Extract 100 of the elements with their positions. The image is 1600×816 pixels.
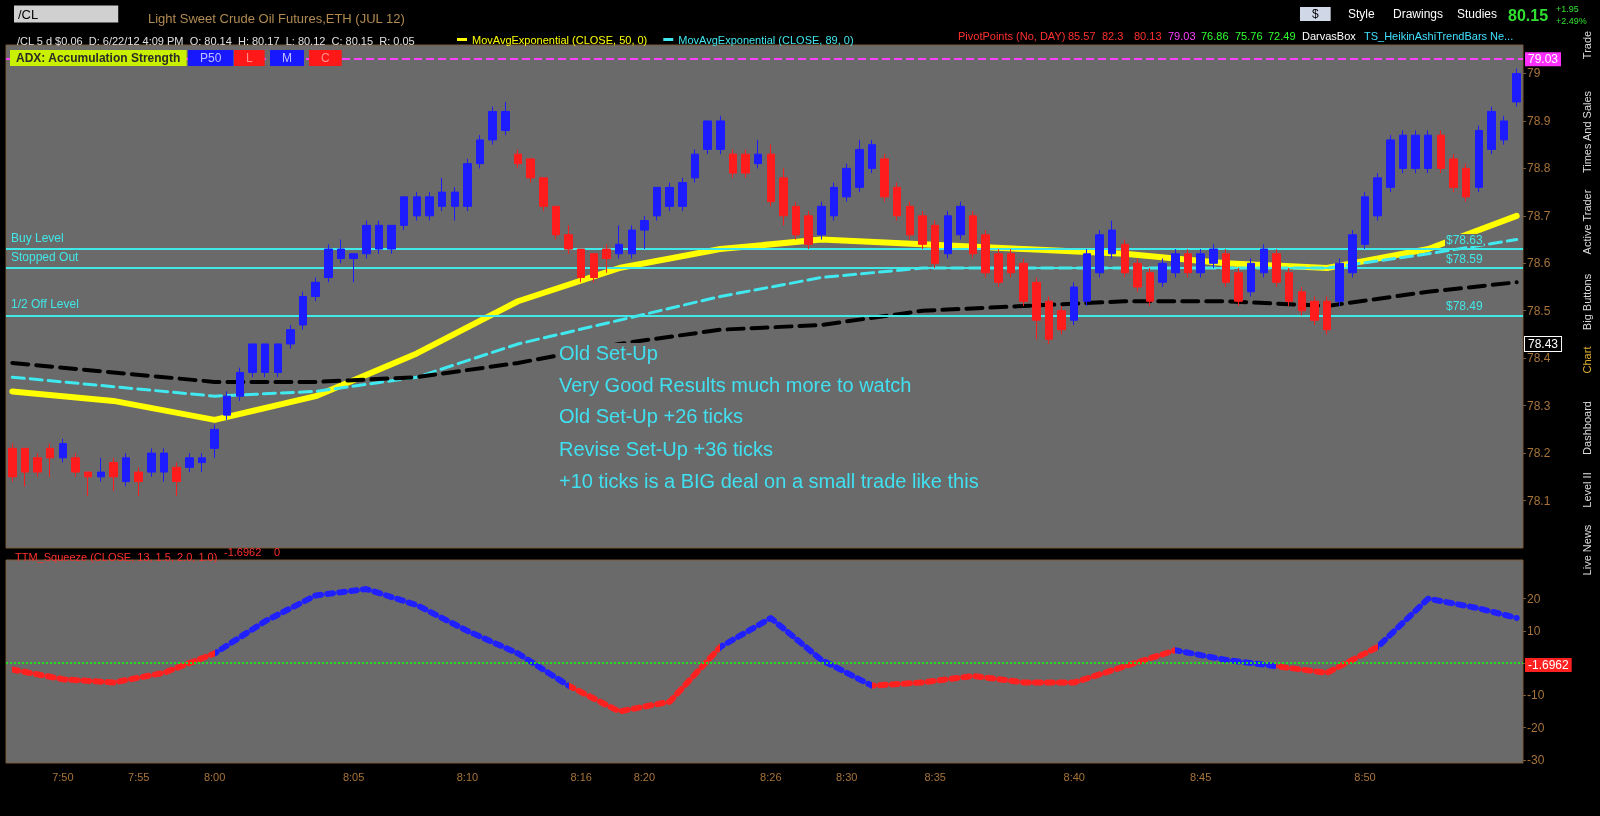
candlestick [1285, 267, 1293, 307]
candlestick [1424, 129, 1432, 174]
annotation: $78.49 [1446, 299, 1484, 314]
candlestick [185, 452, 194, 473]
candlestick [817, 201, 826, 241]
candlestick [1386, 134, 1395, 193]
candlestick [804, 210, 813, 250]
candlestick [1487, 106, 1496, 155]
candlestick [1247, 258, 1255, 297]
candlestick [741, 148, 750, 179]
candlestick [501, 101, 510, 136]
candlestick [274, 343, 282, 378]
legend-label: MovAvgExponential (CLOSE, 89, 0) [678, 33, 854, 46]
candlestick [1260, 243, 1268, 279]
text: Times And Sales [1581, 90, 1593, 174]
candlestick [628, 224, 636, 260]
x-tick-label: 8:40 [1063, 770, 1085, 783]
candlestick [893, 182, 901, 222]
text: Big Buttons [1581, 273, 1593, 331]
text: $ [1312, 7, 1319, 21]
annotation: Revise Set-Up +36 ticks [559, 438, 773, 460]
y-tick-label: 78.5 [1527, 303, 1551, 318]
text: PivotPoints (No, DAY) [958, 30, 1066, 42]
text: 82.3 [1102, 30, 1124, 42]
text: +2.49% [1556, 16, 1587, 26]
candlestick [969, 210, 977, 260]
annotation: Old Set-Up +26 ticks [559, 405, 743, 427]
x-tick-label: 8:16 [570, 770, 592, 783]
candlestick [906, 201, 914, 241]
candlestick [1121, 239, 1129, 279]
text: 80.15 [1508, 6, 1549, 24]
candlestick [223, 390, 231, 421]
text: Live News [1581, 524, 1593, 576]
candlestick [1032, 277, 1041, 340]
text: 76.86 [1201, 30, 1229, 42]
candlestick [716, 115, 725, 155]
candlestick [564, 224, 573, 255]
candlestick [514, 148, 522, 169]
candlestick [1500, 115, 1508, 146]
candlestick [994, 248, 1003, 288]
x-tick-label: 8:30 [835, 770, 858, 783]
candlestick [299, 291, 307, 331]
candlestick [463, 158, 472, 212]
text: 79.03 [1168, 30, 1196, 42]
text: +1.95 [1556, 4, 1579, 14]
annotation: P50 [200, 51, 222, 65]
candlestick [1272, 248, 1281, 288]
candlestick [1411, 129, 1420, 174]
candlestick [792, 201, 800, 241]
candlestick [425, 191, 434, 222]
candlestick [1512, 68, 1521, 108]
candlestick [1348, 229, 1357, 279]
text: Active Trader [1581, 189, 1593, 255]
y-tick-label: -30 [1527, 752, 1545, 767]
candlestick [1449, 153, 1458, 193]
candlestick [590, 253, 598, 283]
candlestick [703, 120, 712, 155]
candlestick [1399, 129, 1407, 174]
candlestick [539, 177, 548, 212]
ref-line-label: Stopped Out [11, 250, 80, 265]
candlestick [172, 462, 181, 497]
candlestick [84, 471, 92, 497]
candlestick [147, 447, 156, 478]
annotation: Very Good Results much more to watch [559, 374, 912, 396]
candlestick [286, 324, 295, 350]
candlestick [46, 443, 54, 478]
candlestick [944, 210, 952, 260]
x-tick-label: 8:26 [760, 770, 782, 783]
candlestick [1184, 248, 1192, 279]
candlestick [488, 106, 497, 146]
text: Level II [1581, 472, 1593, 508]
candlestick [855, 139, 864, 193]
x-tick-label: 8:00 [203, 770, 226, 783]
candlestick [337, 239, 345, 264]
text: 80.13 [1134, 30, 1162, 42]
candlestick [526, 158, 535, 184]
candlestick [1222, 248, 1230, 288]
text: Studies [1457, 7, 1498, 21]
candlestick [868, 139, 876, 174]
annotation: $78.63 [1446, 233, 1484, 248]
candlestick [134, 466, 143, 497]
text: 75.76 [1235, 30, 1263, 42]
annotation: Old Set-Up [559, 342, 658, 364]
candlestick [375, 220, 383, 255]
candlestick [1045, 296, 1053, 345]
x-tick-label: 8:10 [456, 770, 479, 783]
x-tick-label: 8:20 [633, 770, 656, 783]
text: Ne... [1490, 30, 1514, 42]
y-tick-label: 79 [1527, 66, 1541, 81]
y-tick-label: 78.6 [1527, 256, 1551, 271]
chart-subtitle: /CL 5 d $0.06 D: 6/22/12 4:09 PM O: 80.14 H: 80.17 L: 80.12 C: 80.15 R: 0.05 [17, 34, 415, 47]
candlestick [1019, 258, 1028, 307]
annotation: 78.43 [1528, 336, 1559, 351]
candlestick [981, 229, 990, 279]
candlestick [1196, 248, 1205, 279]
candlestick [1146, 267, 1154, 307]
candlestick [1437, 129, 1445, 174]
candlestick [691, 148, 699, 184]
y-tick-label: 78.3 [1527, 398, 1551, 413]
candlestick [602, 243, 611, 274]
